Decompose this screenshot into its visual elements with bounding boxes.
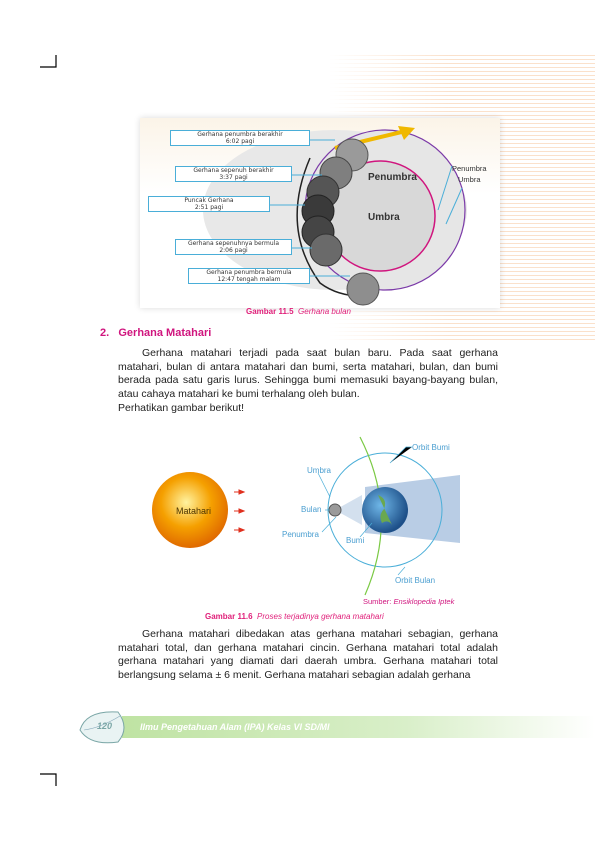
figure2-caption: Gambar 11.6 Proses terjadinya gerhana ma… [205, 612, 384, 621]
figure1-caption: Gambar 11.5 Gerhana bulan [246, 307, 351, 316]
moon [328, 503, 342, 517]
phase-title: Gerhana penumbra berakhir [197, 131, 283, 138]
side-umbra-label: Umbra [458, 175, 481, 184]
paragraph-text: Gerhana matahari dibedakan atas gerhana … [118, 628, 498, 681]
footer-book-title: Ilmu Pengetahuan Alam (IPA) Kelas VI SD/… [140, 722, 330, 732]
section-title: Gerhana Matahari [118, 327, 212, 339]
paragraph-instruction: Perhatikan gambar berikut! [118, 402, 245, 414]
crop-mark-bottom [40, 773, 57, 786]
phase-time: 2:06 pagi [219, 247, 248, 254]
orbit-bulan-label: Orbit Bulan [395, 576, 436, 585]
phase-box: Puncak Gerhana 2:51 pagi [148, 196, 270, 212]
phase-title: Gerhana sepenuh berakhir [193, 167, 274, 174]
phase-title: Gerhana penumbra bermula [206, 269, 292, 276]
crop-mark-top [40, 55, 57, 68]
caption-number: Gambar 11.5 [246, 307, 294, 316]
umbra-label: Umbra [307, 466, 332, 475]
phase-box: Gerhana penumbra bermula 12:47 tengah ma… [188, 268, 310, 284]
phase-time: 6:02 pagi [225, 138, 255, 145]
source-text: Ensiklopedia Iptek [393, 597, 455, 606]
bulan-label: Bulan [301, 505, 322, 514]
phase-time: 2:51 pagi [194, 204, 224, 211]
side-penumbra-label: Penumbra [452, 164, 487, 173]
lunar-eclipse-figure: Gerhana penumbra berakhir 6:02 pagi Gerh… [140, 118, 500, 308]
phase-box: Gerhana sepenuh berakhir 3:37 pagi [175, 166, 292, 182]
paragraph-types: Gerhana matahari dibedakan atas gerhana … [118, 628, 498, 682]
figure2-source: Sumber: Ensiklopedia Iptek [363, 597, 454, 606]
phase-box: Gerhana penumbra berakhir 6:02 pagi [170, 130, 310, 146]
sun-label: Matahari [176, 506, 212, 516]
leaf-icon [79, 711, 125, 744]
phase-title: Puncak Gerhana [184, 197, 234, 204]
footer-band [79, 711, 595, 744]
section-heading: 2. Gerhana Matahari [100, 327, 211, 339]
caption-text: Proses terjadinya gerhana matahari [257, 612, 384, 621]
penumbra-label: Penumbra [282, 530, 319, 539]
caption-text: Gerhana bulan [298, 307, 351, 316]
caption-number: Gambar 11.6 [205, 612, 253, 621]
page-number: 120 [97, 721, 113, 731]
phase-box: Gerhana sepenuhnya bermula 2:06 pagi [175, 239, 292, 255]
phase-time: 12:47 tengah malam [217, 276, 281, 283]
bumi-label: Bumi [346, 536, 365, 545]
penumbra-label: Penumbra [368, 172, 417, 183]
source-label: Sumber: [363, 597, 392, 606]
phase-title: Gerhana sepenuhnya bermula [187, 240, 280, 247]
paragraph-text: Gerhana matahari terjadi pada saat bulan… [118, 347, 498, 400]
paragraph-intro: Gerhana matahari terjadi pada saat bulan… [118, 347, 498, 401]
umbra-label: Umbra [368, 212, 400, 223]
solar-eclipse-figure [152, 436, 460, 596]
sun [152, 472, 228, 548]
section-number: 2. [100, 327, 110, 339]
orbit-bumi-label: Orbit Bumi [412, 443, 450, 452]
phase-time: 3:37 pagi [219, 174, 248, 181]
